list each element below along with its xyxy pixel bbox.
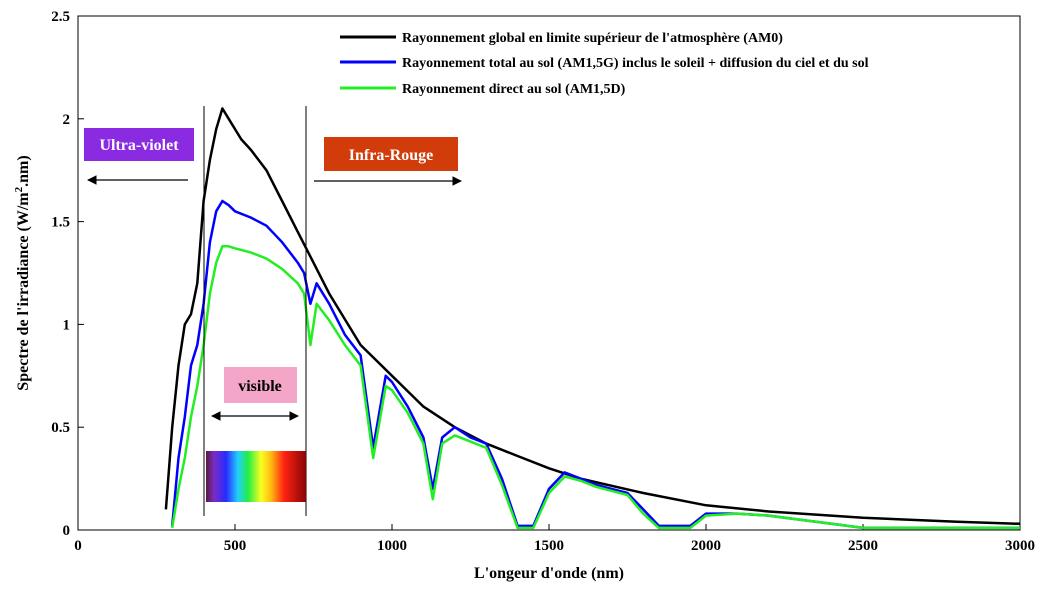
y-axis-title: Spectre de l'irradiance (W/m2.nm) (13, 155, 32, 390)
x-tick-label: 2500 (848, 538, 878, 554)
visible-label: visible (238, 378, 282, 395)
ultraviolet-box (84, 128, 194, 161)
x-tick-label: 3000 (1005, 538, 1035, 554)
y-tick-label: 2 (63, 112, 71, 128)
y-tick-label: 0.5 (51, 420, 70, 436)
y-axis-title-tail: .nm) (15, 155, 32, 187)
series-line-am15d (170, 245, 1020, 530)
y-tick-label: 0 (63, 523, 71, 539)
legend-label-am15g: Rayonnement total au sol (AM1,5G) inclus… (402, 56, 869, 71)
y-axis-ticks: 0 0.5 1 1.5 2 2.5 (51, 9, 84, 539)
series-line-am0 (164, 107, 1021, 526)
visible-box (224, 367, 297, 403)
x-tick-label: 0 (74, 538, 82, 554)
y-tick-label: 1.5 (51, 215, 70, 231)
y-tick-label: 2.5 (51, 9, 70, 25)
y-axis-title-main: Spectre de l'irradiance (W/m (15, 192, 32, 391)
x-tick-label: 1500 (534, 538, 564, 554)
series-layer (164, 107, 1021, 530)
x-axis-title: L'ongeur d'onde (nm) (474, 565, 624, 582)
y-axis-title-sup: 2 (13, 186, 25, 192)
infrared-box (324, 137, 458, 171)
legend: Rayonnement global en limite supérieur d… (340, 31, 869, 97)
legend-label-am15d: Rayonnement direct au sol (AM1,5D) (402, 82, 626, 97)
visible-spectrum-bar (206, 451, 306, 502)
ultraviolet-label: Ultra-violet (99, 137, 179, 154)
x-axis-ticks: 0 500 1000 1500 2000 2500 3000 (74, 524, 1035, 554)
x-tick-label: 500 (224, 538, 247, 554)
series-line-am15g (170, 199, 1020, 530)
x-tick-label: 2000 (691, 538, 721, 554)
y-tick-label: 1 (63, 317, 71, 333)
legend-label-am0: Rayonnement global en limite supérieur d… (402, 31, 783, 46)
x-tick-label: 1000 (377, 538, 407, 554)
infrared-label: Infra-Rouge (349, 147, 433, 164)
